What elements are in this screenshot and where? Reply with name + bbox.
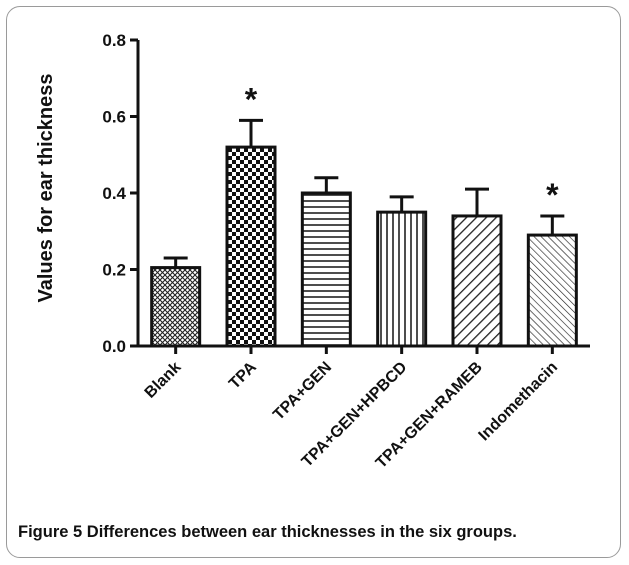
bar-tpa-gen-hpbcd xyxy=(376,210,428,348)
caption-text: Differences between ear thicknesses in t… xyxy=(86,523,517,541)
significance-mark: * xyxy=(546,177,559,213)
category-label: TPA+GEN xyxy=(270,359,335,424)
bar-chart: Values for ear thickness 0.0 0.2 0.4 0.6 0.8… xyxy=(35,31,590,472)
y-tick-label: 0.4 xyxy=(102,184,126,203)
y-tick-label: 0.6 xyxy=(102,108,126,127)
bar-tpa-gen-rameb xyxy=(451,214,503,348)
significance-mark: * xyxy=(245,81,258,117)
figure-caption: Figure 5 Differences between ear thickne… xyxy=(18,523,618,542)
y-axis-title: Values for ear thickness xyxy=(35,73,57,302)
category-label: Indomethacin xyxy=(476,359,562,445)
bar-tpa xyxy=(225,145,277,348)
y-tick-label: 0.8 xyxy=(102,31,126,50)
figure-number: Figure 5 xyxy=(18,523,83,541)
y-tick-label: 0.0 xyxy=(102,337,126,356)
bar-indomethacin xyxy=(526,233,578,348)
y-tick-label: 0.2 xyxy=(102,261,126,280)
bar-blank xyxy=(150,266,202,348)
category-label: Blank xyxy=(142,359,185,402)
bar-tpa-gen xyxy=(300,191,352,348)
figure-frame xyxy=(6,6,621,558)
category-label: TPA xyxy=(226,358,260,392)
